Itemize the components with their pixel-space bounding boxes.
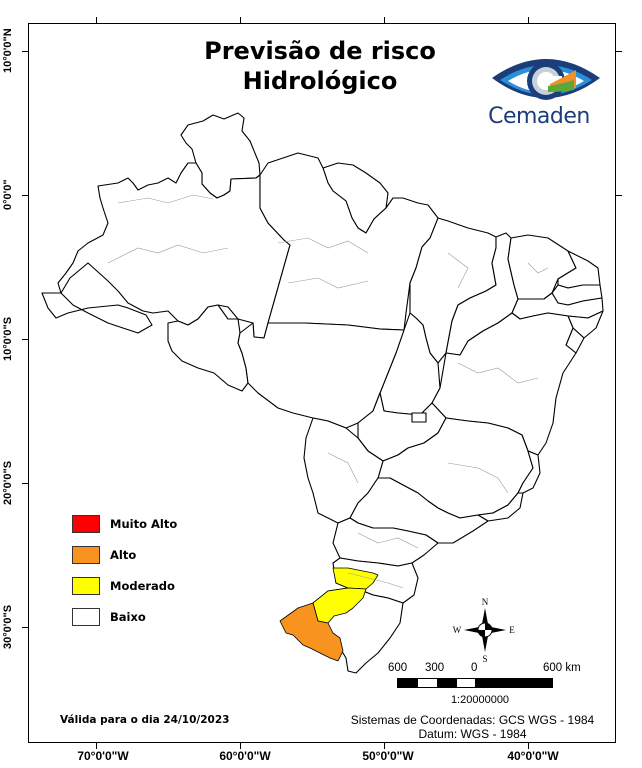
- tick-bottom: [96, 743, 97, 749]
- scale-label-0: 0: [471, 662, 478, 674]
- risk-area-moderado-sc: [332, 567, 379, 590]
- tick-top: [240, 17, 241, 23]
- lat-label-30s: 30°0'0"S: [2, 604, 14, 650]
- legend-swatch-red: [72, 514, 100, 533]
- scale-label-600: 600: [388, 662, 408, 674]
- legend-label: Muito Alto: [110, 516, 178, 531]
- legend-label: Baixo: [110, 609, 146, 624]
- legend-swatch-white: [72, 607, 100, 626]
- legend-item-moderado: Moderado: [72, 570, 177, 601]
- title-line-2: Hidrológico: [242, 67, 398, 95]
- cemaden-logo-icon: [492, 59, 600, 100]
- legend-swatch-orange: [72, 545, 100, 564]
- legend-item-baixo: Baixo: [72, 601, 177, 632]
- title-line-1: Previsão de risco: [204, 37, 436, 65]
- lat-label-10s: 10°0'0"S: [2, 316, 14, 362]
- tick-right: [616, 195, 622, 196]
- lat-label-20s: 20°0'0"S: [2, 460, 14, 506]
- tick-left: [22, 627, 28, 628]
- state-rio-de-janeiro: [477, 492, 524, 522]
- lon-label-50w: 50°0'0"W: [362, 749, 414, 763]
- scale-ratio: 1:20000000: [450, 694, 510, 706]
- risk-area-alto-rs: [279, 602, 344, 662]
- coordinate-system: Sistemas de Coordenadas: GCS WGS - 1984 …: [330, 713, 615, 741]
- legend-item-muito-alto: Muito Alto: [72, 508, 177, 539]
- lon-label-70w: 70°0'0"W: [77, 749, 129, 763]
- map-title: Previsão de risco Hidrológico: [150, 36, 490, 96]
- logo-text: Cemaden: [488, 104, 590, 129]
- legend-item-alto: Alto: [72, 539, 177, 570]
- tick-top: [384, 17, 385, 23]
- svg-text:E: E: [509, 625, 515, 635]
- tick-bottom: [240, 743, 241, 749]
- legend-swatch-yellow: [72, 576, 100, 595]
- svg-text:W: W: [453, 625, 462, 635]
- lat-label-0: 0°0'0": [2, 179, 14, 211]
- tick-top: [528, 17, 529, 23]
- tick-top: [96, 17, 97, 23]
- legend-label: Alto: [110, 547, 137, 562]
- svg-text:N: N: [482, 597, 489, 607]
- tick-bottom: [384, 743, 385, 749]
- lon-label-60w: 60°0'0"W: [219, 749, 271, 763]
- crs-line-2: Datum: WGS - 1984: [418, 727, 527, 741]
- tick-left: [22, 195, 28, 196]
- north-arrow-icon: N S W E: [453, 597, 516, 664]
- brazil-map: [41, 112, 604, 674]
- scale-label-600km: 600 km: [543, 662, 581, 674]
- state-df: [411, 412, 427, 423]
- scale-bar: [397, 678, 553, 688]
- tick-right: [616, 51, 622, 52]
- tick-left: [22, 51, 28, 52]
- validity-date: Válida para o dia 24/10/2023: [60, 714, 230, 726]
- tick-bottom: [528, 743, 529, 749]
- lon-label-40w: 40°0'0"W: [507, 749, 559, 763]
- lat-label-10n: 10°0'0"N: [2, 28, 14, 74]
- tick-left: [22, 339, 28, 340]
- state-acre: [41, 292, 153, 334]
- svg-text:S: S: [482, 654, 487, 664]
- crs-line-1: Sistemas de Coordenadas: GCS WGS - 1984: [350, 713, 595, 727]
- scale-label-300: 300: [425, 662, 445, 674]
- legend: Muito Alto Alto Moderado Baixo: [72, 508, 177, 632]
- legend-label: Moderado: [110, 578, 175, 593]
- tick-left: [22, 483, 28, 484]
